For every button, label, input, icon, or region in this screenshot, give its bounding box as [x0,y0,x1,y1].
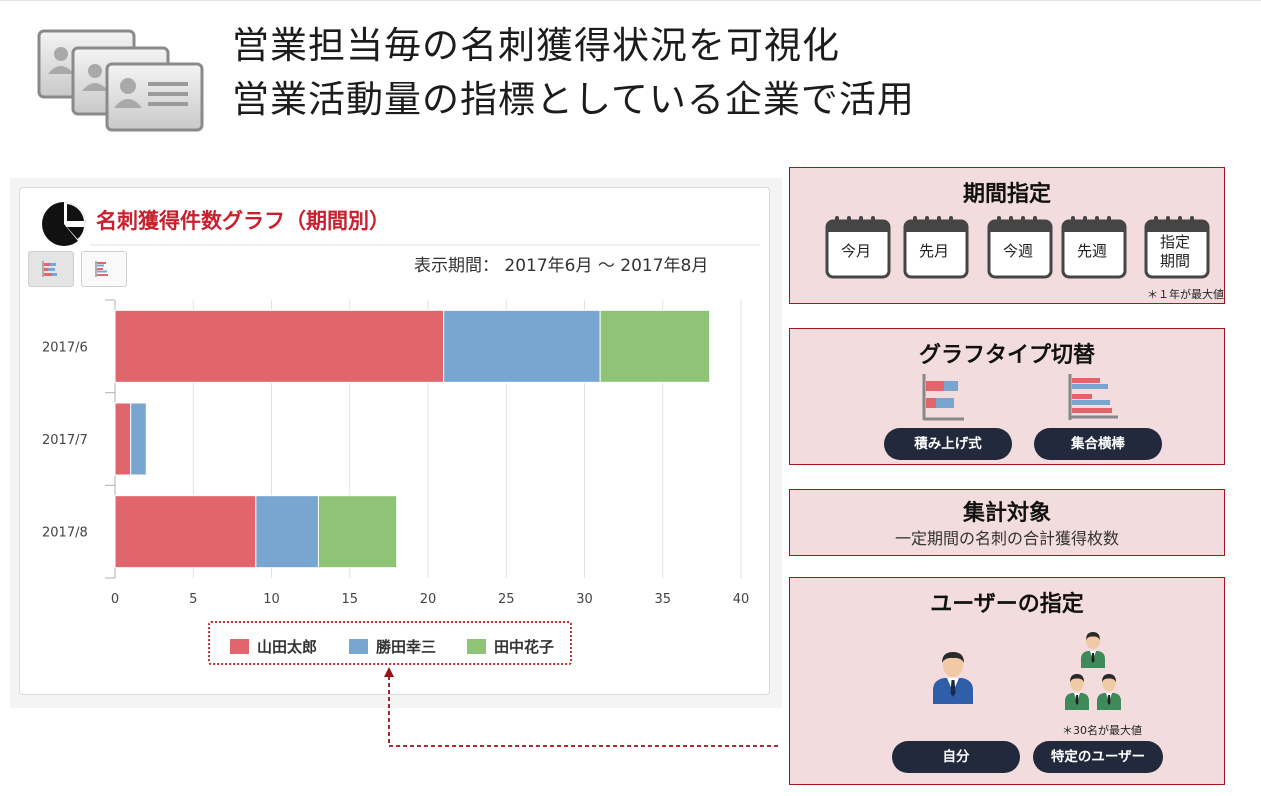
x-tick-label: 5 [189,592,197,607]
custom-period-button[interactable]: 指定 期間 [1144,215,1210,279]
x-tick-label: 35 [654,592,671,607]
x-tick-label: 10 [263,592,280,607]
chart-title: 名刺獲得件数グラフ（期間別） [96,209,390,233]
stacked-type-button[interactable]: 積み上げ式 [884,428,1012,460]
pie-chart-icon [42,202,87,246]
legend-label-3: 田中花子 [494,638,555,656]
calendar-icon [1144,216,1210,279]
legend-item-series-2[interactable]: 勝田幸三 [349,636,437,656]
x-tick-label: 40 [733,592,750,607]
legend-swatch-3 [467,639,486,654]
legend-highlight-box [208,621,572,665]
period-button-label: 先週 [1076,242,1107,260]
aggregation-description: 一定期間の名刺の合計獲得枚数 [894,529,1119,548]
period-button-1[interactable]: 今月 [825,215,891,279]
y-category-label: 2017/6 [42,340,88,355]
bar-segment [599,309,711,383]
period-panel-title: 期間指定 [962,182,1051,207]
custom-period-label-2: 期間 [1159,252,1190,270]
x-tick-label: 15 [341,592,358,607]
custom-period-label-1: 指定 [1159,233,1190,251]
stacked-bar-chart: 0 5 10 15 20 25 30 35 40 2017/6 2017/7 2017/8 [42,299,750,607]
legend-label-1: 山田太郎 [257,638,318,656]
y-category-label: 2017/8 [42,526,88,541]
grouped-bar-icon [95,261,108,277]
x-tick-label: 20 [420,592,437,607]
aggregation-panel: 集計対象 一定期間の名刺の合計獲得枚数 [789,489,1225,556]
bar-segment [114,309,445,383]
specific-users-icon [1065,632,1121,710]
legend-item-series-3[interactable]: 田中花子 [467,636,555,656]
period-button-2[interactable]: 先月 [903,215,969,279]
legend-label-2: 勝田幸三 [376,638,437,656]
grouped-chart-toggle-button[interactable] [81,251,127,287]
headline-line1: 営業担当毎の名刺獲得状況を可視化 [232,24,840,67]
bar-segment [114,495,257,569]
self-user-button[interactable]: 自分 [892,741,1020,773]
title-divider [90,244,760,246]
display-period-label: 表示期間： 2017年6月 〜 2017年8月 [414,256,709,276]
calendar-icon [903,216,969,279]
period-button-label: 今月 [840,242,871,260]
calendar-icon [825,216,891,279]
grouped-type-icon [1068,374,1118,420]
headline-line2: 営業活動量の指標としている企業で活用 [232,78,915,121]
period-button-3[interactable]: 今週 [987,215,1053,279]
stacked-bar-icon [42,261,57,277]
legend-swatch-2 [349,639,368,654]
user-figure [1081,632,1105,668]
calendar-icon [1061,216,1127,279]
x-tick-label: 25 [498,592,515,607]
period-button-label: 今週 [1002,242,1033,260]
grouped-type-button[interactable]: 集合横棒 [1034,428,1162,460]
specific-users-button[interactable]: 特定のユーザー [1033,741,1163,773]
legend-swatch-1 [230,639,249,654]
bar-segment [130,402,147,476]
period-buttons: 今月 先月 今週 先週 指定 期間 [789,167,1225,304]
legend-connector-arrow [384,667,778,747]
bar-segment [255,495,319,569]
bar-segment [114,402,132,476]
x-tick-label: 0 [111,592,119,607]
stacked-chart-toggle-button[interactable] [28,251,74,287]
user-figure [1065,674,1089,710]
user-note: ＊30名が最大値 [1062,724,1142,737]
period-button-4[interactable]: 先週 [1061,215,1127,279]
aggregation-panel-title: 集計対象 [962,501,1051,526]
user-panel-title: ユーザーの指定 [930,592,1084,617]
graph-type-panel-title: グラフタイプ切替 [918,343,1095,368]
self-user-icon [933,652,973,704]
period-button-label: 先月 [918,242,949,260]
bar-segment [317,495,398,569]
bar-segment [443,309,601,383]
user-figure [1097,674,1121,710]
stacked-type-icon [922,374,964,421]
top-rule [0,0,1261,1]
period-note: ＊１年が最大値 [1147,288,1224,301]
business-cards-icon [37,29,204,132]
x-tick-label: 30 [576,592,593,607]
y-category-label: 2017/7 [42,433,88,448]
legend-item-series-1[interactable]: 山田太郎 [230,636,318,656]
calendar-icon [987,216,1053,279]
